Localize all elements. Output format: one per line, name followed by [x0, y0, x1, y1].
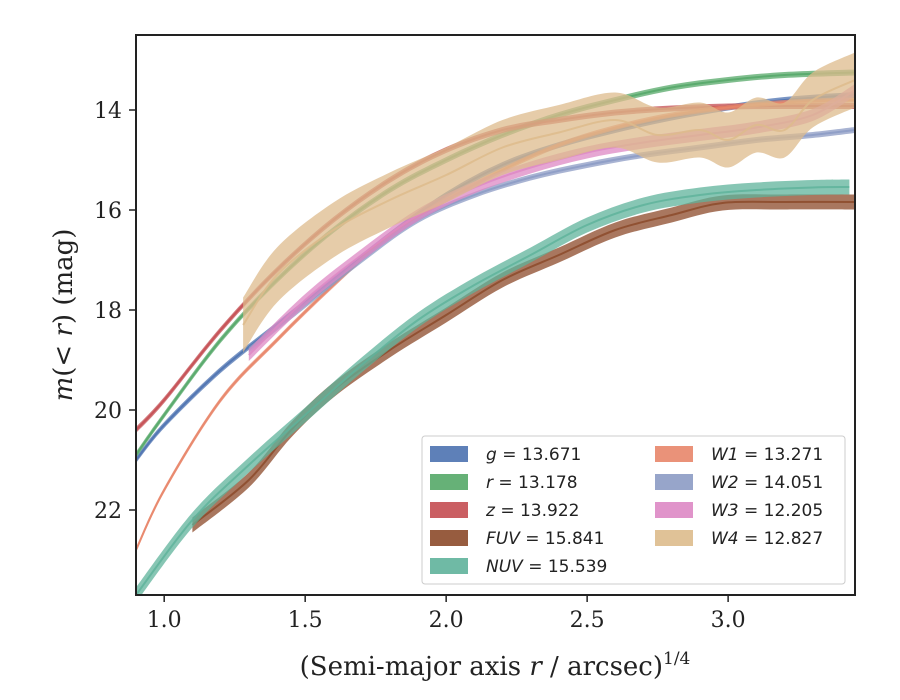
legend-entry: NUV = 15.539	[486, 557, 607, 577]
y-tick-label: 16	[94, 199, 122, 224]
legend-swatch	[430, 530, 468, 546]
legend-swatch	[655, 502, 693, 518]
legend: g = 13.671 r = 13.178 z = 13.922 FUV = 15.8…	[421, 435, 846, 585]
legend-entry: W2 = 14.051	[711, 473, 823, 493]
legend-entry: W4 = 12.827	[711, 529, 823, 549]
legend-swatch	[430, 474, 468, 490]
y-tick-label: 22	[94, 499, 122, 524]
series-line	[242, 79, 855, 326]
legend-entry: W3 = 12.205	[711, 501, 823, 521]
x-axis-ticks: 1.0 1.5 2.0 2.5 3.0	[147, 595, 746, 633]
y-tick-label: 14	[94, 99, 122, 124]
legend-entry: g = 13.671	[486, 445, 581, 465]
legend-entry: FUV = 15.841	[486, 529, 604, 549]
legend-swatch	[655, 530, 693, 546]
x-tick-label: 2.5	[570, 608, 605, 633]
x-tick-label: 2.0	[429, 608, 464, 633]
legend-swatch	[655, 474, 693, 490]
series-line	[136, 186, 850, 595]
legend-frame	[421, 435, 846, 585]
x-axis-label: (Semi-major axis r / arcsec)1/4	[300, 649, 691, 682]
legend-entry: W1 = 13.271	[711, 445, 823, 465]
legend-swatch	[430, 502, 468, 518]
x-tick-label: 1.0	[147, 608, 182, 633]
series-band	[243, 52, 855, 353]
legend-swatch	[430, 446, 468, 462]
legend-swatch	[655, 446, 693, 462]
series-nuv	[136, 179, 850, 595]
series-w4	[242, 52, 855, 353]
x-tick-label: 3.0	[711, 608, 746, 633]
legend-entry: r = 13.178	[486, 473, 578, 493]
x-tick-label: 1.5	[288, 608, 323, 633]
y-axis-ticks: 14 16 18 20 22	[94, 99, 136, 524]
plot-series	[136, 52, 855, 595]
y-tick-label: 20	[94, 399, 122, 424]
plot-frame	[135, 34, 856, 596]
y-axis-label: m(< r) (mag)	[49, 229, 79, 402]
legend-swatch	[430, 558, 468, 574]
y-tick-label: 18	[94, 299, 122, 324]
legend-entry: z = 13.922	[485, 501, 579, 521]
